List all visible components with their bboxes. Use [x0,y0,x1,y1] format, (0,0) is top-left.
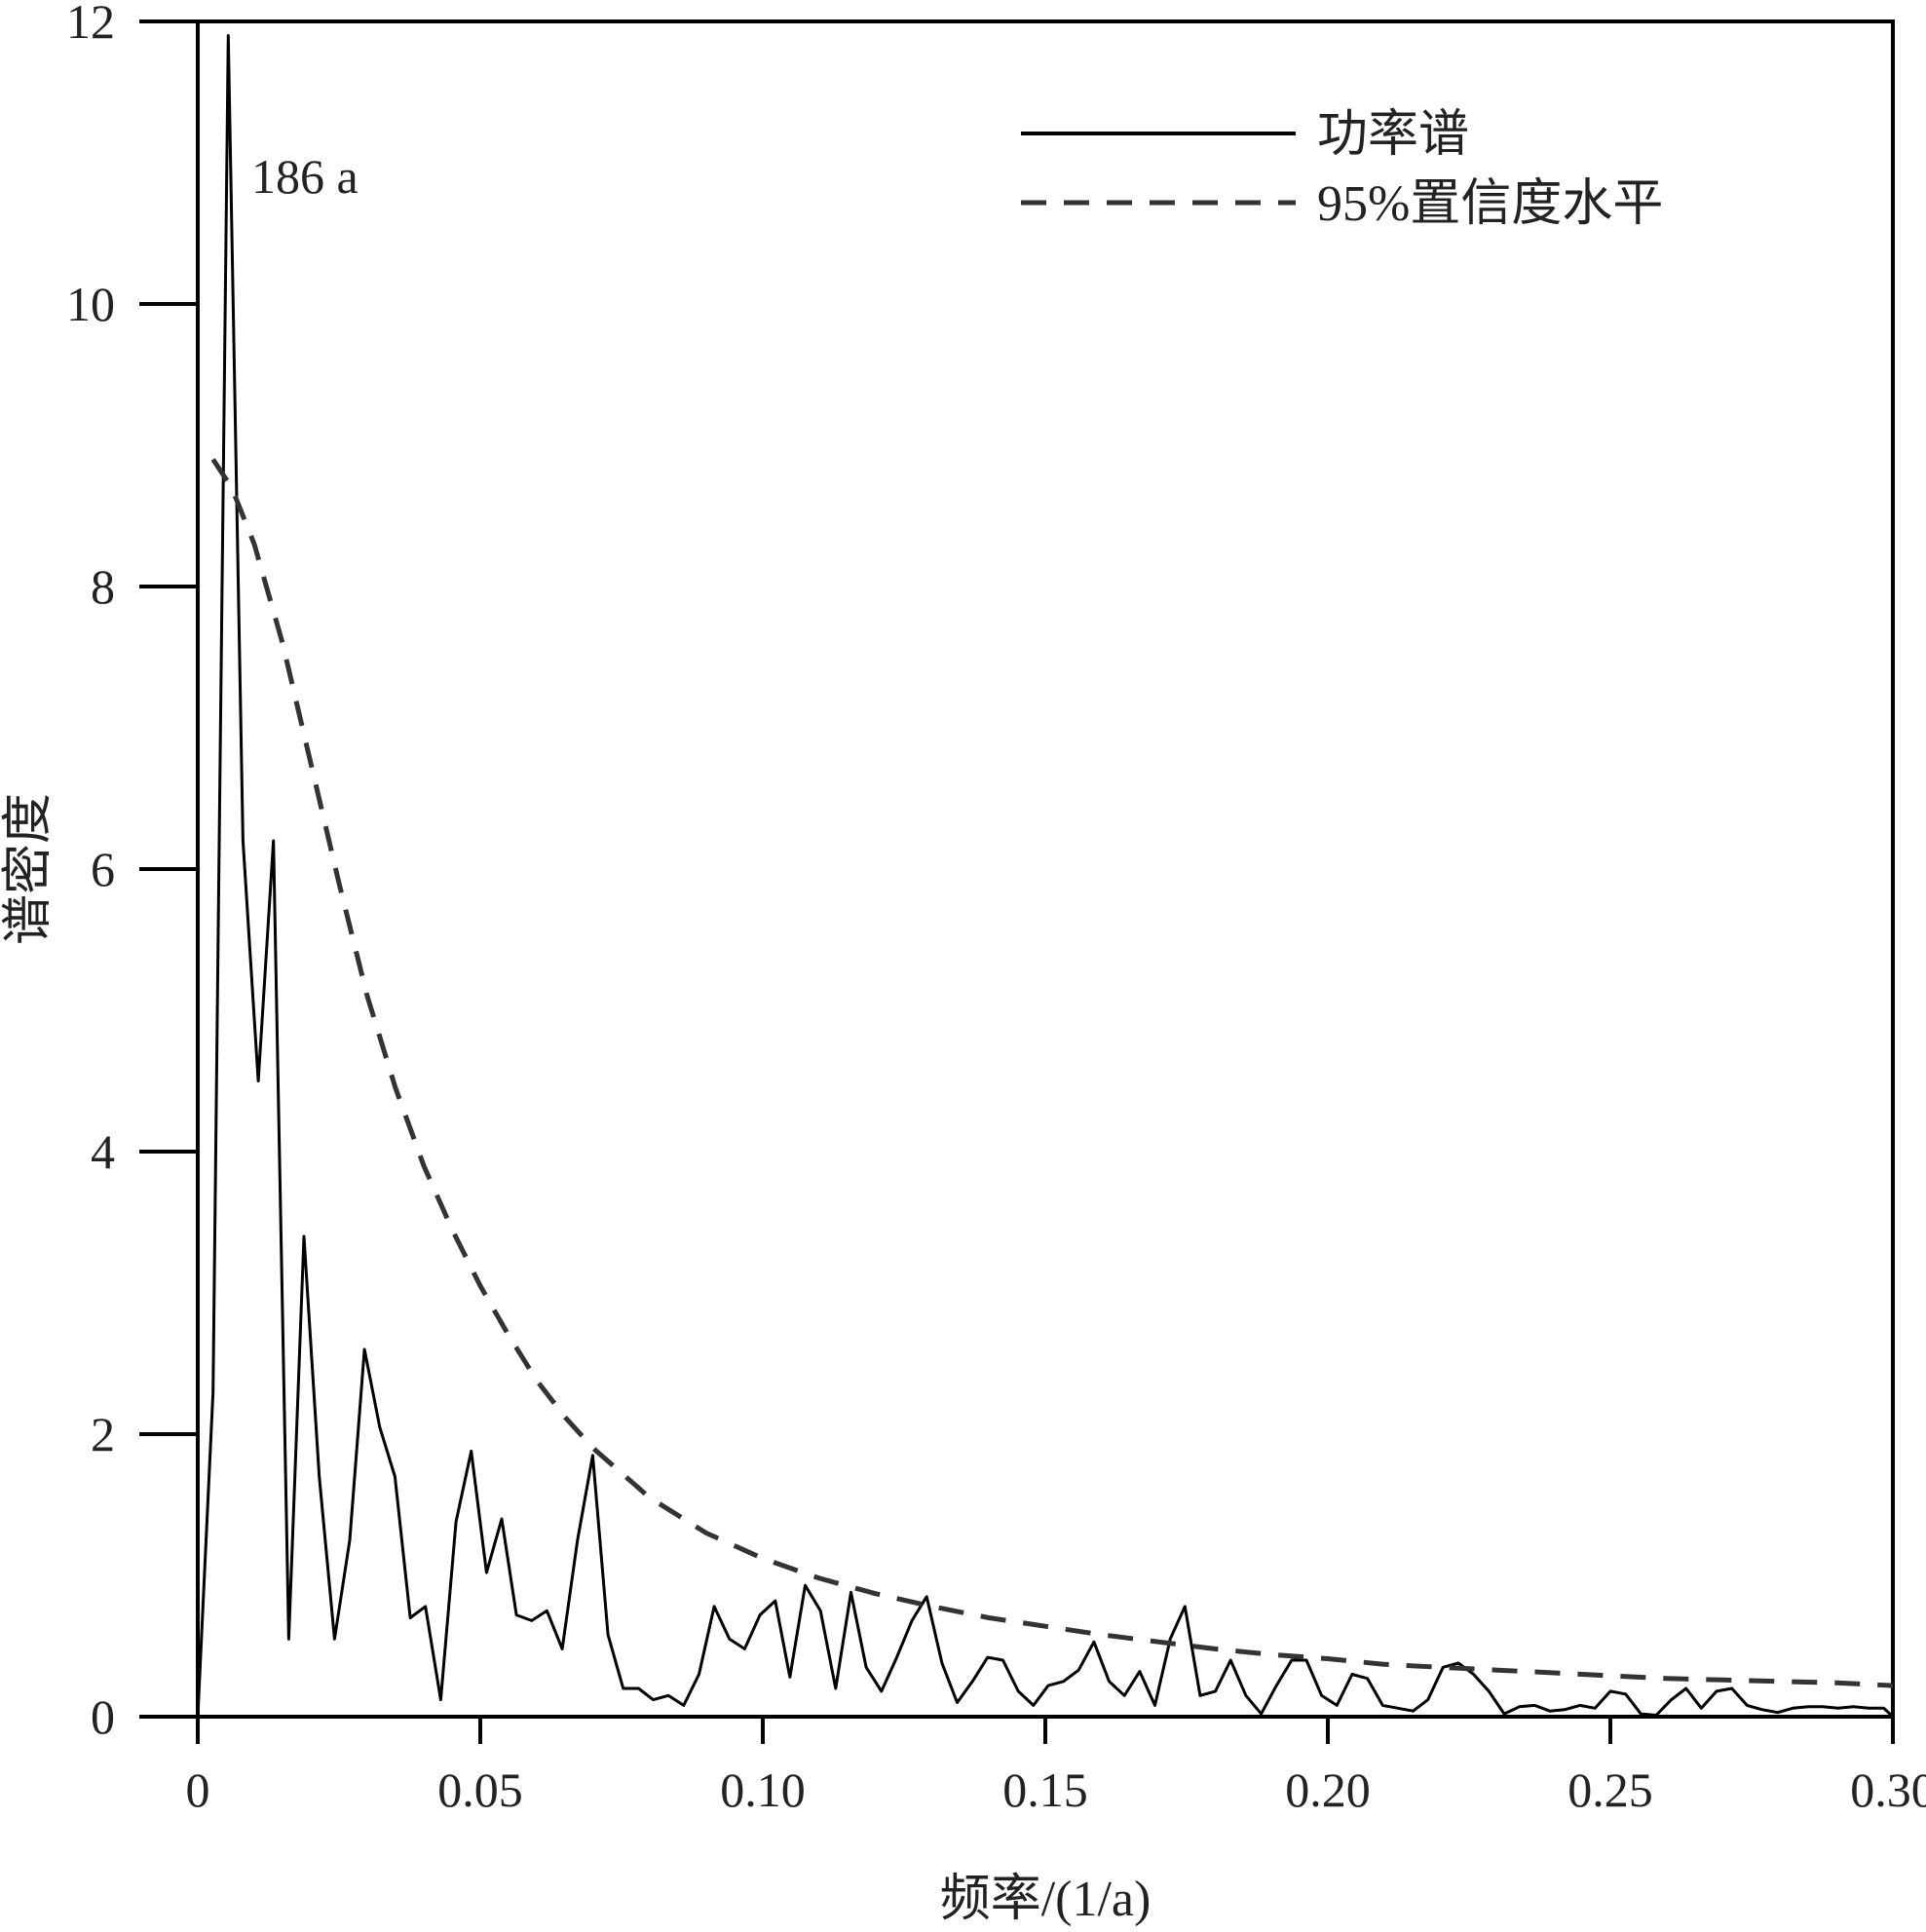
legend-label-power-spectrum: 功率谱 [1317,107,1469,163]
y-tick-label: 12 [66,0,115,49]
x-tick-label: 0.30 [1850,1762,1926,1817]
x-axis-label: 频率/(1/a) [940,1872,1152,1927]
x-tick-label: 0.25 [1567,1762,1653,1817]
confidence-level-line [210,458,1894,1688]
legend-label-confidence-level: 95%置信度水平 [1317,176,1663,232]
plot-frame [196,19,1895,1719]
y-tick-label: 10 [66,277,115,331]
y-tick-label: 6 [91,842,115,896]
legend: 功率谱 95%置信度水平 [1021,107,1663,232]
x-tick-label: 0 [186,1762,210,1817]
plot-area-border [196,19,1895,1719]
power-spectrum-line [196,34,1895,1719]
x-tick-label: 0.15 [1002,1762,1088,1817]
y-tick-label: 4 [91,1124,115,1179]
x-axis-ticks: 0 0.05 0.10 0.15 0.20 0.25 0.30 [186,1717,1926,1817]
y-tick-label: 8 [91,559,115,614]
y-axis-ticks: 0 2 4 6 8 10 12 [66,0,198,1744]
series-layer [196,34,1895,1719]
x-tick-label: 0.05 [437,1762,523,1817]
y-tick-label: 2 [91,1407,115,1461]
peak-annotation: 186 a [251,149,359,204]
x-tick-label: 0.10 [720,1762,806,1817]
y-tick-label: 0 [91,1689,115,1744]
y-axis-label: 谱密度 [1,793,57,945]
x-tick-label: 0.20 [1285,1762,1371,1817]
